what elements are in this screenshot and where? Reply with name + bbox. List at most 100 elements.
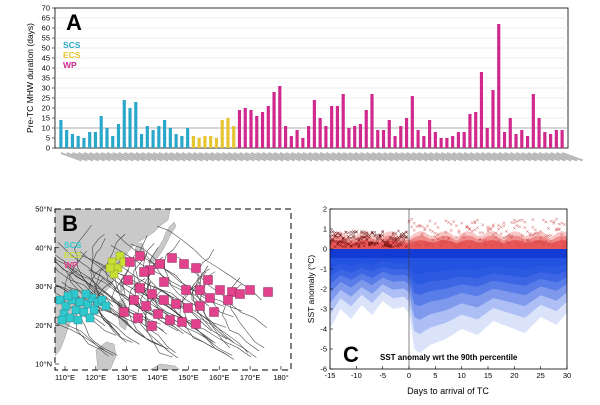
cross-marker [389, 237, 393, 241]
bar [209, 136, 213, 148]
x-tick-label: 25 [536, 371, 544, 380]
x-tick-label-mark [544, 152, 566, 162]
panel-a-label: A [66, 10, 82, 35]
cross-marker [541, 241, 545, 245]
cross-marker [483, 243, 487, 247]
cross-marker [470, 229, 474, 233]
wp-marker [171, 299, 181, 309]
x-tick-label-mark [561, 152, 584, 162]
cross-marker [336, 232, 340, 236]
bar [139, 134, 144, 148]
cross-marker [404, 245, 408, 248]
tc-track [158, 288, 257, 358]
bar [180, 136, 184, 148]
x-tick-label-mark [60, 152, 82, 162]
cross-marker [336, 235, 340, 239]
tc-track [133, 253, 161, 325]
cross-marker [515, 220, 519, 224]
x-tick-label-mark [244, 152, 267, 162]
x-tick-label-mark [89, 152, 111, 162]
wp-marker [177, 317, 187, 327]
tc-track [55, 292, 117, 336]
cross-marker [381, 234, 385, 237]
bar [214, 138, 219, 148]
y-tick-label: 2 [323, 205, 327, 214]
legend-ecs: ECS [64, 250, 82, 260]
bar [232, 126, 236, 148]
cross-marker [502, 224, 506, 228]
cross-marker [341, 245, 345, 249]
cross-marker [330, 239, 332, 243]
cross-marker [399, 240, 403, 244]
bar [82, 138, 86, 148]
y-tick-label: 20 [42, 104, 50, 113]
cross-marker [370, 240, 374, 244]
cross-marker [504, 229, 508, 233]
bar [330, 106, 334, 148]
cross-marker [562, 241, 566, 245]
x-tick-label-mark [383, 152, 405, 162]
bar [76, 136, 80, 148]
x-tick-label-mark [135, 152, 157, 162]
wp-marker [195, 301, 205, 311]
cross-marker [502, 236, 506, 240]
wp-marker [205, 293, 215, 303]
bar [163, 120, 167, 148]
legend-scs: SCS [64, 240, 82, 250]
tc-track [66, 266, 168, 335]
x-tick-label: 15 [484, 371, 492, 380]
x-tick-label: 0 [407, 371, 411, 380]
cross-marker [481, 231, 485, 235]
bar [462, 132, 466, 148]
cross-marker [428, 228, 432, 232]
cross-marker [549, 219, 553, 223]
wp-marker [123, 275, 133, 285]
bar [439, 138, 443, 148]
bar [393, 136, 397, 148]
cross-marker [478, 231, 482, 235]
x-tick-label-mark [216, 152, 238, 162]
bar [387, 120, 391, 148]
scs-marker [65, 313, 75, 323]
cross-marker [399, 235, 403, 239]
y-tick-label: 5 [46, 134, 50, 143]
cross-marker [486, 225, 490, 229]
cross-marker [476, 226, 479, 230]
japan [147, 221, 177, 265]
tc-track [164, 239, 200, 309]
wp-marker [191, 319, 201, 329]
x-tick-label-mark [233, 152, 255, 162]
cross-marker [373, 234, 377, 238]
cross-marker [418, 223, 421, 227]
bar [543, 132, 547, 148]
x-tick-label-mark [83, 152, 105, 162]
y-tick-label: -6 [320, 365, 327, 374]
x-tick-label: 180° [273, 373, 289, 382]
wp-marker [141, 301, 151, 311]
cross-marker [544, 235, 548, 238]
cross-marker [552, 244, 556, 248]
cross-marker [497, 223, 500, 227]
wp-marker [181, 285, 191, 295]
bar [410, 96, 414, 148]
cross-marker [507, 242, 511, 246]
scs-marker [57, 315, 67, 325]
cross-marker [518, 243, 522, 247]
cross-marker [552, 221, 556, 225]
cross-marker [373, 243, 377, 247]
x-tick-label-mark [187, 152, 209, 162]
cross-marker [331, 237, 335, 241]
cross-marker [330, 230, 332, 234]
cross-marker [478, 237, 482, 241]
bar [99, 116, 103, 148]
cross-marker [399, 243, 403, 247]
cross-marker [383, 243, 387, 247]
cross-marker [394, 238, 398, 242]
x-tick-label-mark [406, 152, 428, 162]
cross-marker [460, 242, 464, 246]
cross-marker [441, 242, 445, 246]
panel-b-frame [54, 208, 292, 371]
x-tick-label-mark [504, 152, 526, 162]
panel-c-x-axis-label: Days to arrival of TC [407, 386, 489, 396]
